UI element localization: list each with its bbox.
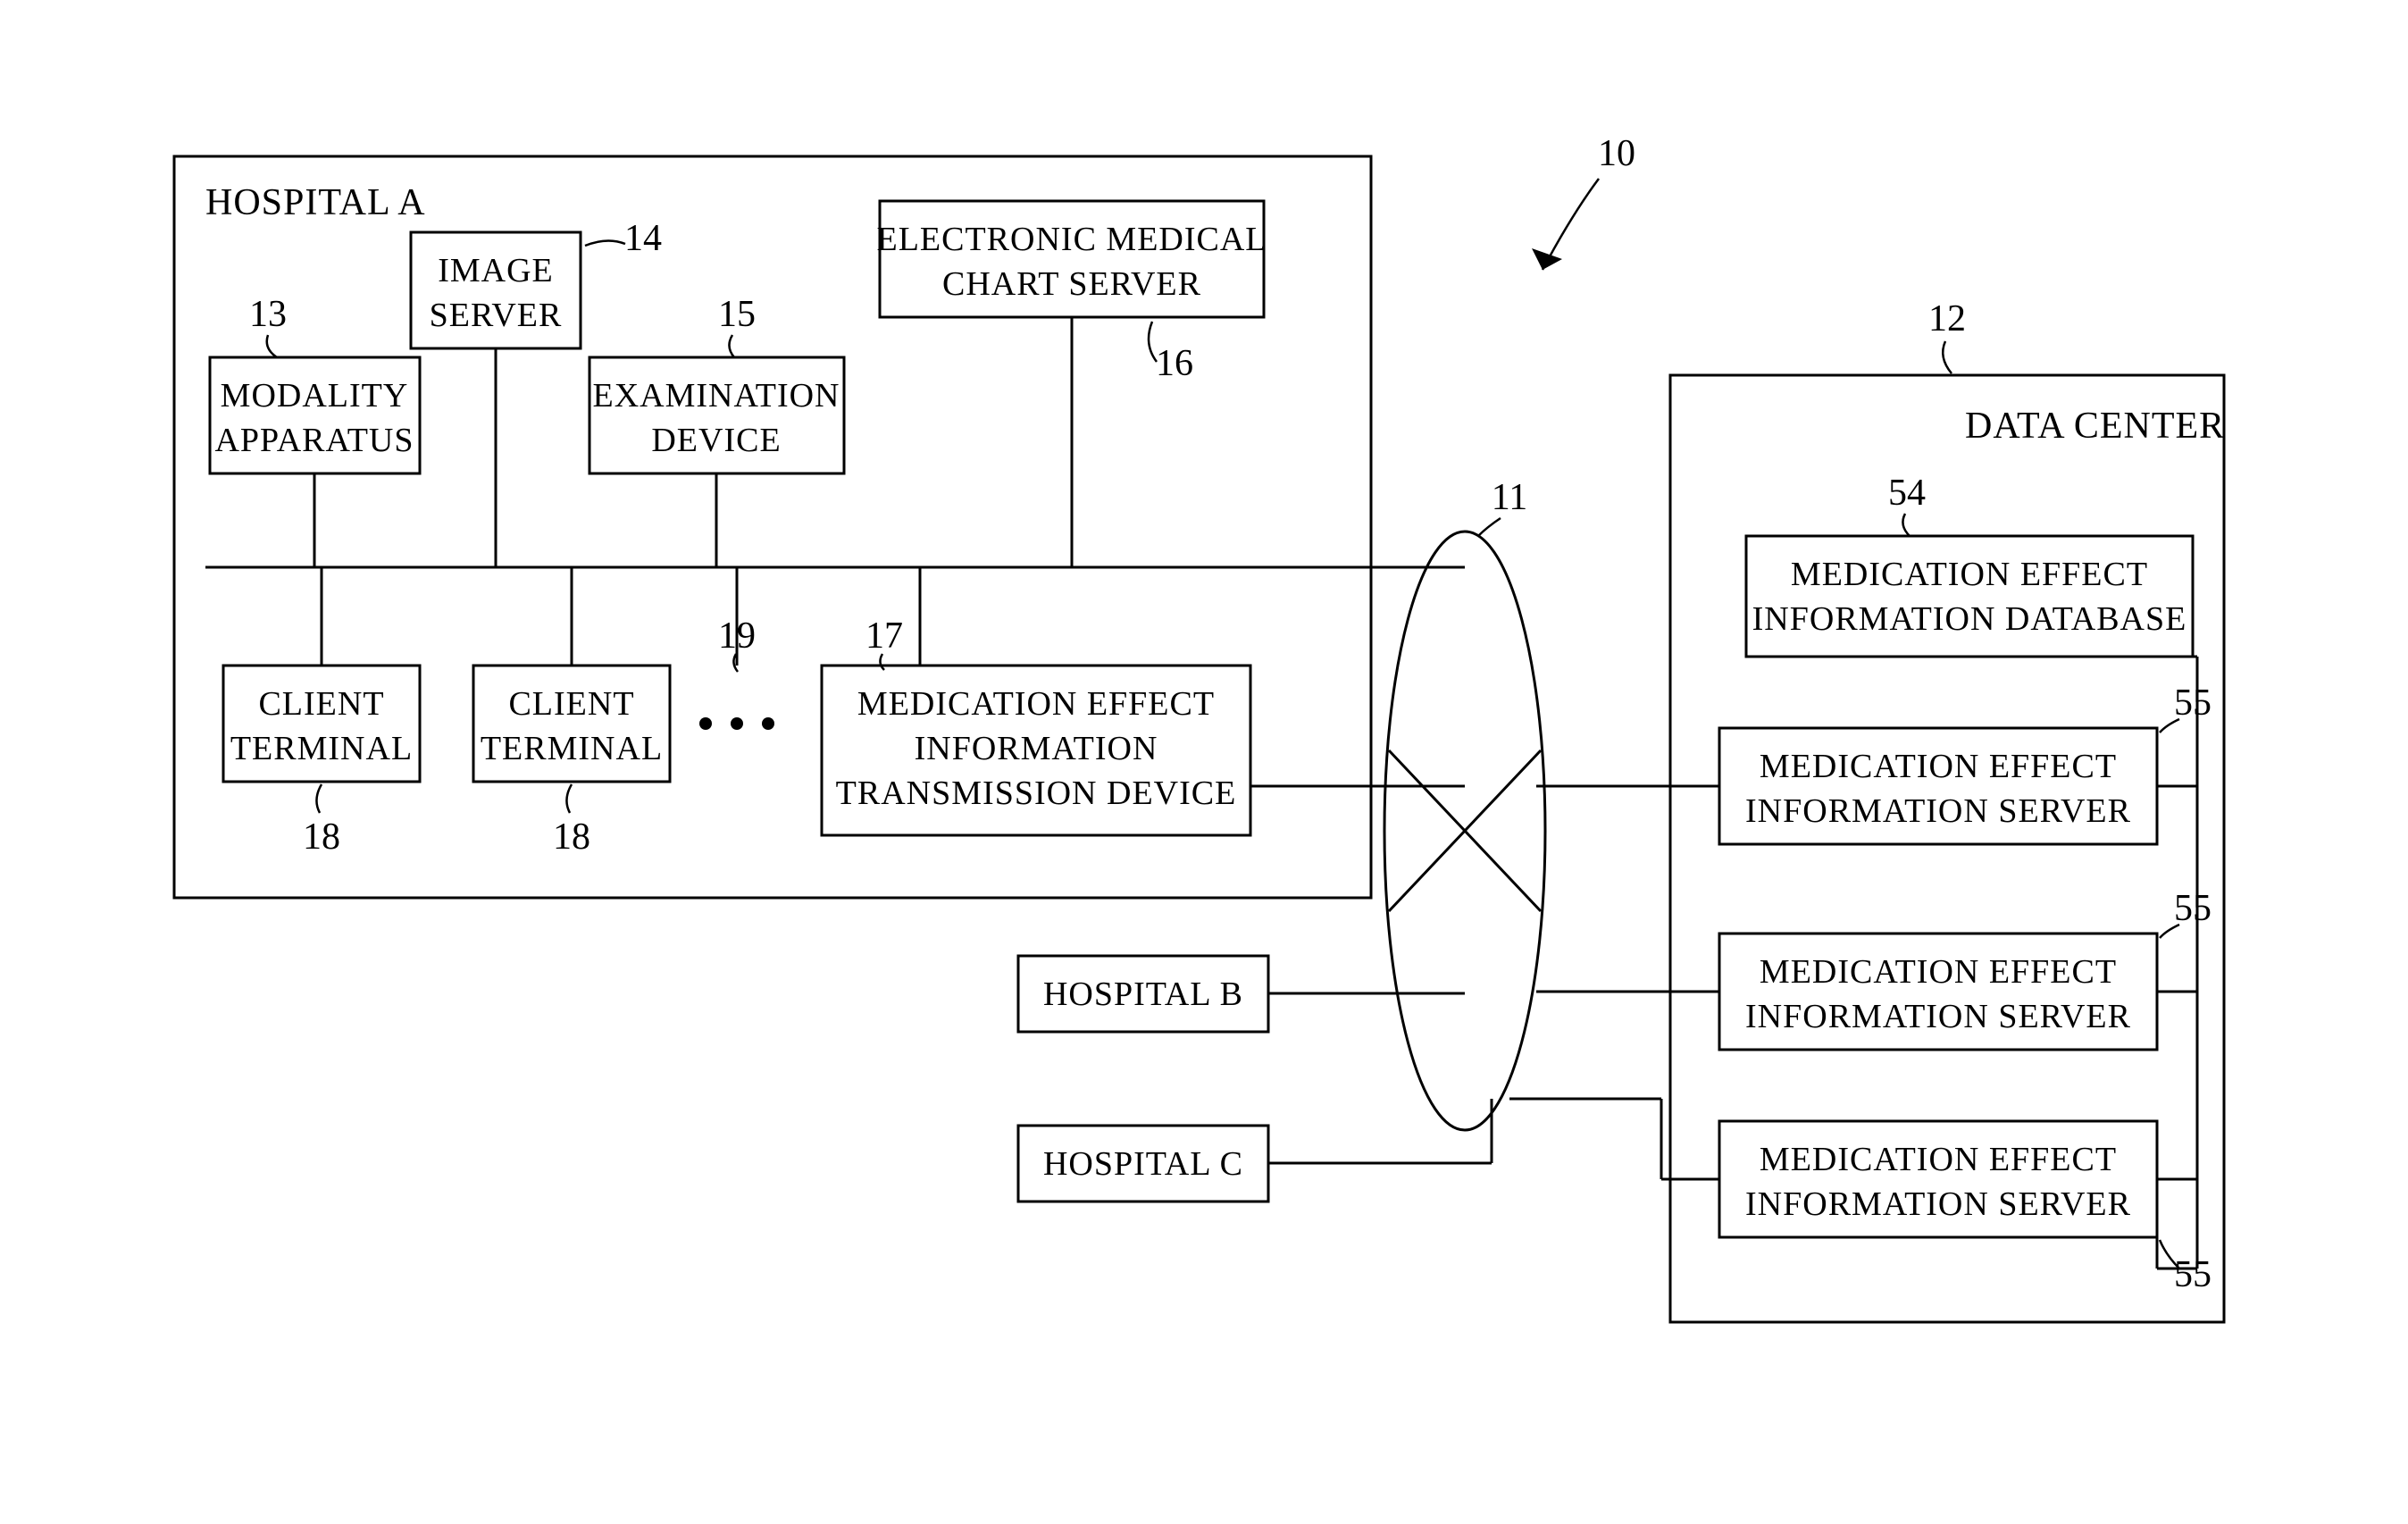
exam-device-lbl: 15 (718, 294, 756, 335)
modality-text2: APPARATUS (214, 422, 414, 459)
hospital-c-text: HOSPITAL C (1043, 1145, 1243, 1183)
med-db-lbl-tie (1902, 514, 1910, 536)
exam-device-text1: EXAMINATION (593, 377, 840, 414)
emc-server-lbl: 16 (1156, 343, 1193, 384)
med-srv1-text2: INFORMATION SERVER (1745, 792, 2131, 830)
med-tx-text2: INFORMATION (915, 730, 1158, 767)
data-center-lbl: 12 (1928, 298, 1966, 339)
emc-server-text1: ELECTRONIC MEDICAL (876, 221, 1267, 258)
image-server-lbl-tie (585, 240, 625, 246)
system-label: 10 (1598, 133, 1635, 174)
med-srv3-lbl: 55 (2174, 1254, 2212, 1295)
client-terminal-1-text2: TERMINAL (230, 730, 413, 767)
image-server-text1: IMAGE (438, 252, 554, 289)
data-center-title: DATA CENTER (1965, 406, 2225, 447)
med-srv1-text1: MEDICATION EFFECT (1760, 748, 2117, 785)
client-terminal-2-lbl-tie (566, 784, 572, 813)
image-server-text2: SERVER (430, 297, 563, 334)
image-server-lbl: 14 (624, 218, 662, 259)
emc-server-text2: CHART SERVER (942, 265, 1201, 303)
hospital-b-text: HOSPITAL B (1043, 976, 1243, 1013)
med-db-box (1746, 536, 2193, 657)
client-terminal-1-lbl-tie (316, 784, 322, 813)
client-terminal-2-text2: TERMINAL (481, 730, 663, 767)
exam-device-text2: DEVICE (651, 422, 781, 459)
med-tx-text3: TRANSMISSION DEVICE (836, 775, 1237, 812)
client-terminal-1-text1: CLIENT (258, 685, 384, 723)
med-srv3-text1: MEDICATION EFFECT (1760, 1141, 2117, 1178)
med-db-text2: INFORMATION DATABASE (1752, 600, 2187, 638)
client-terminal-2-lbl: 18 (553, 816, 590, 858)
modality-text1: MODALITY (221, 377, 409, 414)
med-srv2-lbl: 55 (2174, 888, 2212, 929)
ellipsis-lbl: 19 (718, 615, 756, 657)
client-terminal-1-lbl: 18 (303, 816, 340, 858)
med-db-text1: MEDICATION EFFECT (1791, 556, 2148, 593)
arrowhead-icon (1532, 248, 1562, 270)
ellipsis-icon (699, 717, 774, 730)
med-srv2-text2: INFORMATION SERVER (1745, 998, 2131, 1035)
network-lbl: 11 (1492, 477, 1527, 518)
exam-device-lbl-tie (729, 335, 734, 357)
hospital-a-title: HOSPITAL A (205, 182, 426, 223)
network-lbl-tie (1478, 518, 1501, 536)
med-srv2-text1: MEDICATION EFFECT (1760, 953, 2117, 991)
med-srv3-text2: INFORMATION SERVER (1745, 1185, 2131, 1223)
data-center-lbl-tie (1943, 341, 1952, 373)
med-srv1-lbl: 55 (2174, 682, 2212, 724)
med-srv2-lbl-tie (2160, 925, 2179, 938)
med-tx-lbl: 17 (865, 615, 903, 657)
med-db-lbl: 54 (1888, 473, 1926, 514)
modality-lbl: 13 (249, 294, 287, 335)
med-srv1-lbl-tie (2160, 719, 2179, 733)
modality-lbl-tie (267, 335, 277, 357)
med-tx-text1: MEDICATION EFFECT (857, 685, 1215, 723)
client-terminal-2-text1: CLIENT (508, 685, 634, 723)
